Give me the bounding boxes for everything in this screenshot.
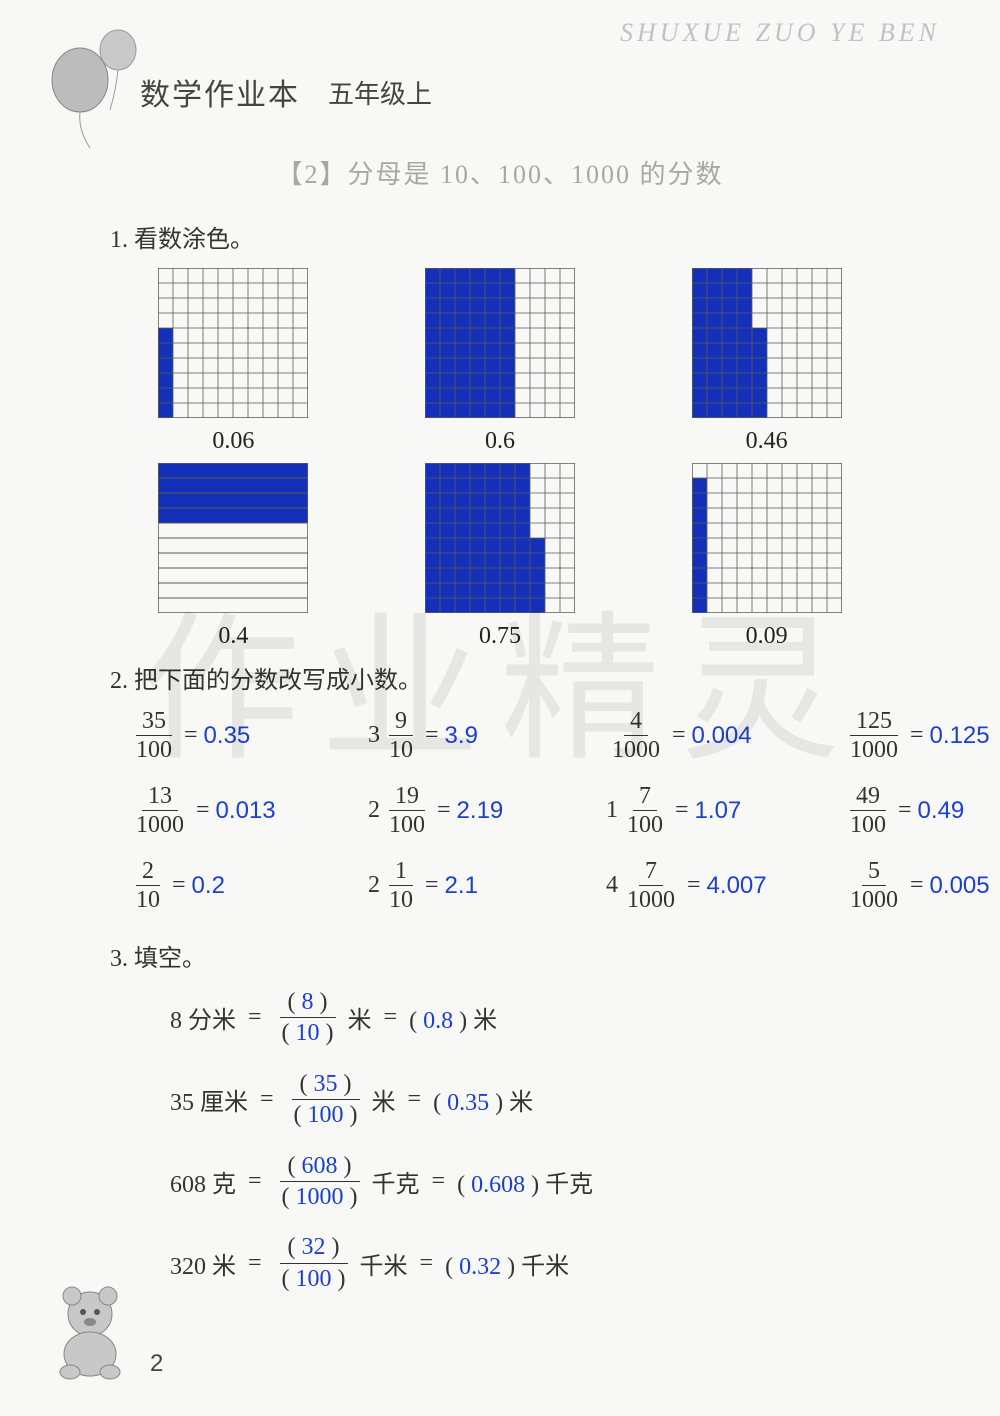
page-number: 2 (150, 1350, 163, 1378)
grid-caption: 0.46 (746, 428, 788, 455)
fraction-item: 35100 =0.35 (130, 709, 330, 762)
q2-block: 35100 =0.35 3910 =3.9 41000 =0.004 12510… (130, 709, 870, 912)
fraction-item: 1251000 =0.125 (844, 709, 1000, 762)
fraction-item: 51000 =0.005 (844, 859, 1000, 912)
grid-item: 0.09 (692, 463, 842, 650)
q1-label: 1. 看数涂色。 (110, 219, 940, 254)
q1-grids: 0.06 0.6 0.46 0.4 0.75 0.09 (60, 268, 940, 650)
fraction-item: 219100 =2.19 (368, 784, 568, 837)
grid-item: 0.6 (425, 268, 575, 455)
grid-caption: 0.09 (746, 623, 788, 650)
fill-blank-row: 320 米= ( 32 ) ( 100 ) 千米=( 0.32 ) 千米 (170, 1234, 870, 1292)
grid-caption: 0.6 (485, 428, 515, 455)
page: SHUXUE ZUO YE BEN 数学作业本 五年级上 【2】分母是 10、1… (0, 0, 1000, 1416)
corner-watermark: SHUXUE ZUO YE BEN (620, 18, 940, 48)
grid-item: 0.4 (158, 463, 308, 650)
fraction-item: 471000 =4.007 (606, 859, 806, 912)
grid-caption: 0.06 (212, 428, 254, 455)
grade-level: 五年级上 (328, 74, 432, 111)
fill-blank-row: 8 分米= ( 8 ) ( 10 ) 米=( 0.8 ) 米 (170, 989, 870, 1047)
book-title: 数学作业本 (140, 70, 300, 114)
q3-block: 8 分米= ( 8 ) ( 10 ) 米=( 0.8 ) 米 35 厘米= ( 3… (130, 989, 870, 1292)
fill-blank-row: 35 厘米= ( 35 ) ( 100 ) 米=( 0.35 ) 米 (170, 1071, 870, 1129)
grid-item: 0.46 (692, 268, 842, 455)
fraction-item: 49100 =0.49 (844, 784, 1000, 837)
grid-item: 0.06 (158, 268, 308, 455)
grid-item: 0.75 (425, 463, 575, 650)
fraction-item: 131000 =0.013 (130, 784, 330, 837)
grid-caption: 0.4 (218, 623, 248, 650)
fraction-item: 210 =0.2 (130, 859, 330, 912)
header: 数学作业本 五年级上 (140, 70, 940, 114)
fill-blank-row: 608 克= ( 608 ) ( 1000 ) 千克=( 0.608 ) 千克 (170, 1153, 870, 1211)
fraction-item: 2110 =2.1 (368, 859, 568, 912)
fraction-item: 17100 =1.07 (606, 784, 806, 837)
section-title: 【2】分母是 10、100、1000 的分数 (60, 154, 940, 191)
q3-label: 3. 填空。 (110, 938, 940, 973)
balloon-icon (40, 20, 150, 150)
bear-icon (40, 1276, 140, 1386)
fraction-item: 41000 =0.004 (606, 709, 806, 762)
grid-caption: 0.75 (479, 623, 521, 650)
q2-label: 2. 把下面的分数改写成小数。 (110, 660, 940, 695)
fraction-item: 3910 =3.9 (368, 709, 568, 762)
